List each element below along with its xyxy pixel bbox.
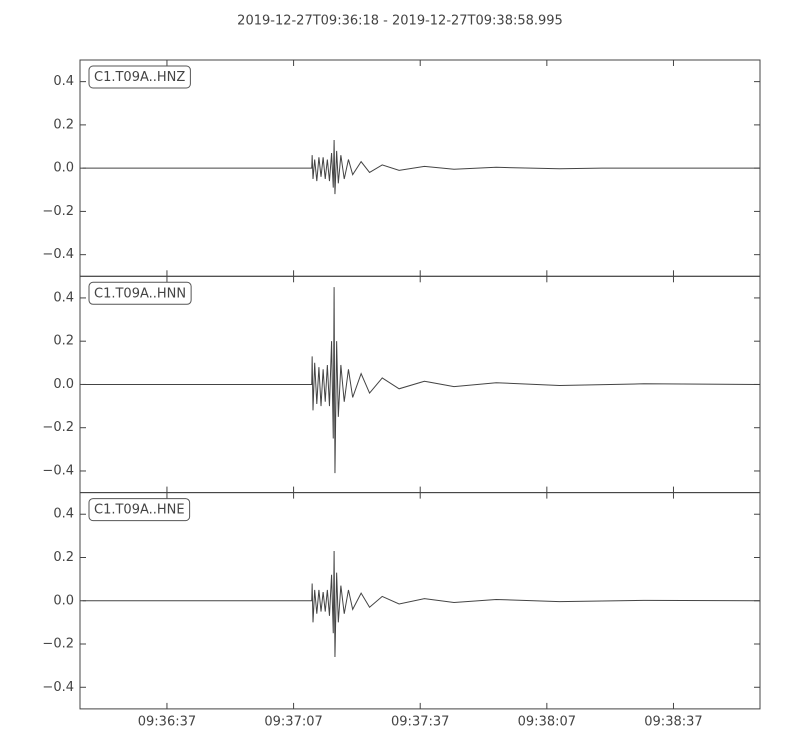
y-tick-label: 0.2 [53, 550, 74, 565]
trace-group [82, 550, 760, 658]
y-tick-label: 0.0 [53, 161, 74, 176]
plot-area [82, 287, 760, 474]
y-tick-label: 0.4 [53, 507, 74, 522]
x-tick-label: 09:37:37 [391, 714, 449, 729]
y-tick-label: −0.2 [42, 420, 74, 435]
y-tick-label: −0.4 [42, 247, 74, 262]
y-tick-label: −0.4 [42, 463, 74, 478]
waveform [82, 287, 760, 474]
waveform [82, 550, 760, 658]
label-box [88, 498, 191, 522]
x-tick-label: 09:38:37 [644, 714, 702, 729]
waveform [82, 140, 760, 195]
y-tick-label: −0.2 [42, 637, 74, 652]
x-tick-label: 09:38:07 [518, 714, 576, 729]
trace-label: C1.T09A..HNN [94, 286, 186, 301]
y-tick-label: 0.2 [53, 117, 74, 132]
y-tick-label: 0.4 [53, 290, 74, 305]
y-tick-label: −0.4 [42, 680, 74, 695]
figure-title: 2019-12-27T09:36:18 - 2019-12-27T09:38:5… [237, 14, 563, 29]
trace-group [82, 140, 760, 195]
trace-group [82, 287, 760, 474]
plot-area [82, 550, 760, 658]
y-tick-label: −0.2 [42, 204, 74, 219]
y-tick-label: 0.2 [53, 334, 74, 349]
y-tick-label: 0.0 [53, 593, 74, 608]
x-tick-label: 09:37:07 [264, 714, 322, 729]
label-box [88, 281, 192, 305]
y-tick-label: 0.4 [53, 74, 74, 89]
y-tick-label: 0.0 [53, 377, 74, 392]
label-box [88, 65, 191, 89]
trace-label: C1.T09A..HNZ [94, 70, 185, 85]
trace-label: C1.T09A..HNE [94, 503, 185, 518]
x-tick-label: 09:36:37 [138, 714, 196, 729]
plot-area [82, 140, 760, 195]
